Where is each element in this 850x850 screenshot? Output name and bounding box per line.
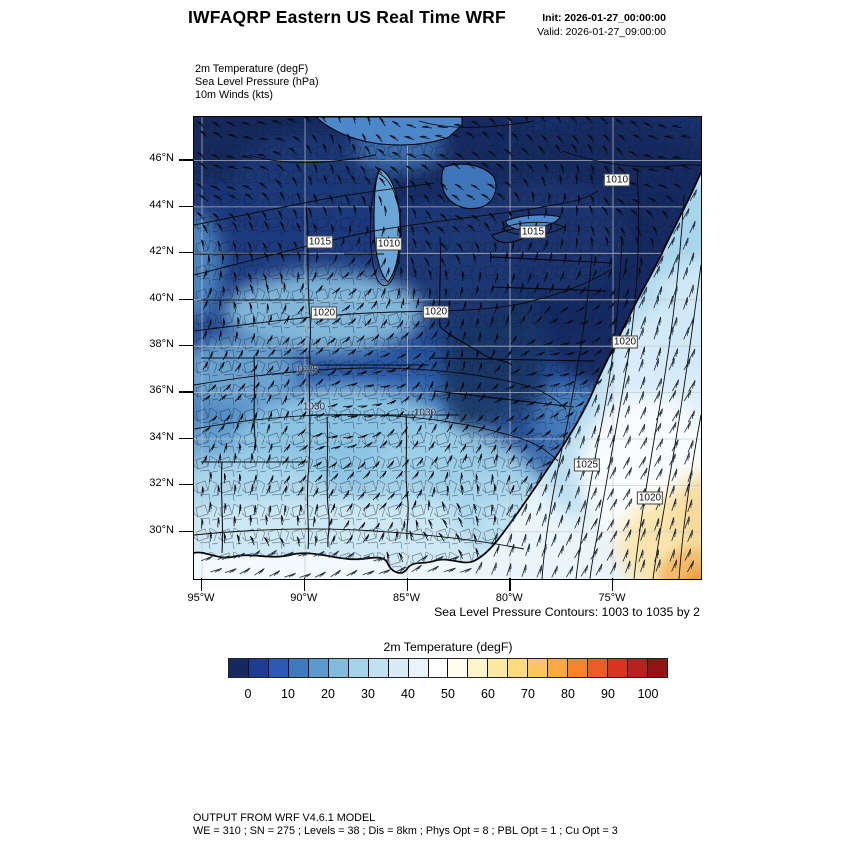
colorbar-cell	[287, 659, 308, 677]
colorbar-tick-label: 50	[441, 687, 455, 701]
colorbar-cell	[607, 659, 628, 677]
colorbar-cell	[627, 659, 648, 677]
lat-tick-label: 46°N	[149, 152, 174, 165]
colorbar-tick-label: 60	[481, 687, 495, 701]
pressure-contour-label: 1010	[375, 237, 403, 251]
field-winds: 10m Winds (kts)	[195, 89, 273, 101]
footer-model-config: WE = 310 ; SN = 275 ; Levels = 38 ; Dis …	[193, 825, 618, 837]
colorbar-cell	[387, 659, 408, 677]
lat-tick-mark	[179, 205, 193, 207]
colorbar-cell	[229, 659, 248, 677]
pressure-contour-label: 1025	[295, 364, 319, 376]
colorbar-cell	[267, 659, 288, 677]
init-time: Init: 2026-01-27_00:00:00	[542, 12, 666, 24]
colorbar-cell	[367, 659, 388, 677]
lon-tick-label: 95°W	[187, 592, 215, 604]
field-list: 2m Temperature (degF) Sea Level Pressure…	[195, 63, 319, 102]
pressure-contour-label: 1020	[422, 305, 450, 319]
lat-tick-label: 38°N	[149, 337, 174, 350]
lat-tick-mark	[179, 344, 193, 347]
colorbar-cell	[347, 659, 368, 677]
valid-time: Valid: 2026-01-27_09:00:00	[537, 25, 666, 38]
lat-tick-label: 32°N	[149, 477, 174, 490]
pressure-contour-label: 1020	[611, 335, 639, 349]
colorbar-cell	[307, 659, 328, 677]
lat-tick-mark	[179, 437, 193, 439]
pressure-contour-label: 1030	[413, 407, 437, 419]
colorbar-tick-label: 100	[637, 687, 659, 701]
pressure-contour-label: 1020	[310, 306, 338, 320]
pressure-contour-label: 1015	[306, 235, 334, 249]
pressure-contour-label: 1015	[519, 225, 547, 239]
colorbar-tick-label: 90	[601, 687, 615, 701]
colorbar-tick-label: 30	[361, 687, 375, 701]
lat-tick-mark	[179, 298, 193, 300]
lat-tick-mark	[179, 484, 193, 486]
lon-tick-label: 80°W	[495, 592, 523, 604]
lat-tick-label: 34°N	[149, 430, 174, 443]
lon-tick-label: 85°W	[392, 592, 421, 604]
field-pressure: Sea Level Pressure (hPa)	[195, 76, 319, 88]
colorbar-title: 2m Temperature (degF)	[383, 640, 513, 654]
lon-tick-label: 90°W	[290, 592, 318, 604]
lat-tick-mark	[179, 391, 193, 393]
colorbar-cell	[447, 659, 468, 677]
colorbar-cell	[527, 659, 548, 677]
lat-tick-mark	[179, 159, 193, 161]
pressure-contour-label: 1020	[636, 491, 664, 505]
lat-tick-label: 36°N	[149, 384, 174, 397]
lat-tick-label: 30°N	[149, 523, 174, 536]
contour-caption: Sea Level Pressure Contours: 1003 to 103…	[434, 605, 700, 619]
lon-tick-mark	[612, 578, 614, 591]
colorbar-tick-label: 80	[561, 687, 575, 701]
lon-tick-mark	[406, 578, 408, 591]
footer-model-version: OUTPUT FROM WRF V4.6.1 MODEL	[193, 812, 376, 824]
field-temperature: 2m Temperature (degF)	[195, 63, 309, 75]
lat-tick-label: 44°N	[149, 198, 174, 211]
wind-barbs	[195, 117, 697, 579]
colorbar-cell	[567, 659, 588, 677]
colorbar-cell	[587, 659, 608, 677]
colorbar-cell	[547, 659, 568, 677]
colorbar-cell	[427, 659, 448, 677]
lon-tick-mark	[201, 578, 203, 591]
colorbar-cell	[487, 659, 508, 677]
lon-tick-mark	[509, 578, 511, 591]
colorbar	[228, 658, 668, 678]
colorbar-cell	[247, 659, 268, 677]
pressure-contour-label: 1010	[603, 173, 631, 187]
colorbar-tick-label: 70	[521, 687, 535, 701]
coastline	[194, 171, 701, 574]
pressure-contour-label: 1025	[573, 458, 601, 472]
colorbar-cell	[467, 659, 488, 677]
lat-tick-label: 42°N	[149, 245, 174, 258]
colorbar-tick-label: 10	[281, 687, 295, 701]
lon-tick-label: 75°W	[598, 592, 626, 604]
colorbar-tick-label: 0	[244, 687, 252, 701]
colorbar-cell	[507, 659, 528, 677]
pressure-contour-label: 1030	[302, 401, 326, 413]
colorbar-cell	[407, 659, 428, 677]
page-title: IWFAQRP Eastern US Real Time WRF	[188, 7, 506, 27]
colorbar-tick-label: 20	[321, 687, 335, 701]
lon-tick-mark	[303, 578, 306, 591]
colorbar-tick-label: 40	[401, 687, 415, 701]
colorbar-cell	[647, 659, 667, 677]
lat-tick-label: 40°N	[149, 291, 174, 304]
lat-tick-mark	[179, 252, 193, 254]
lat-tick-mark	[179, 530, 193, 532]
colorbar-cell	[327, 659, 348, 677]
